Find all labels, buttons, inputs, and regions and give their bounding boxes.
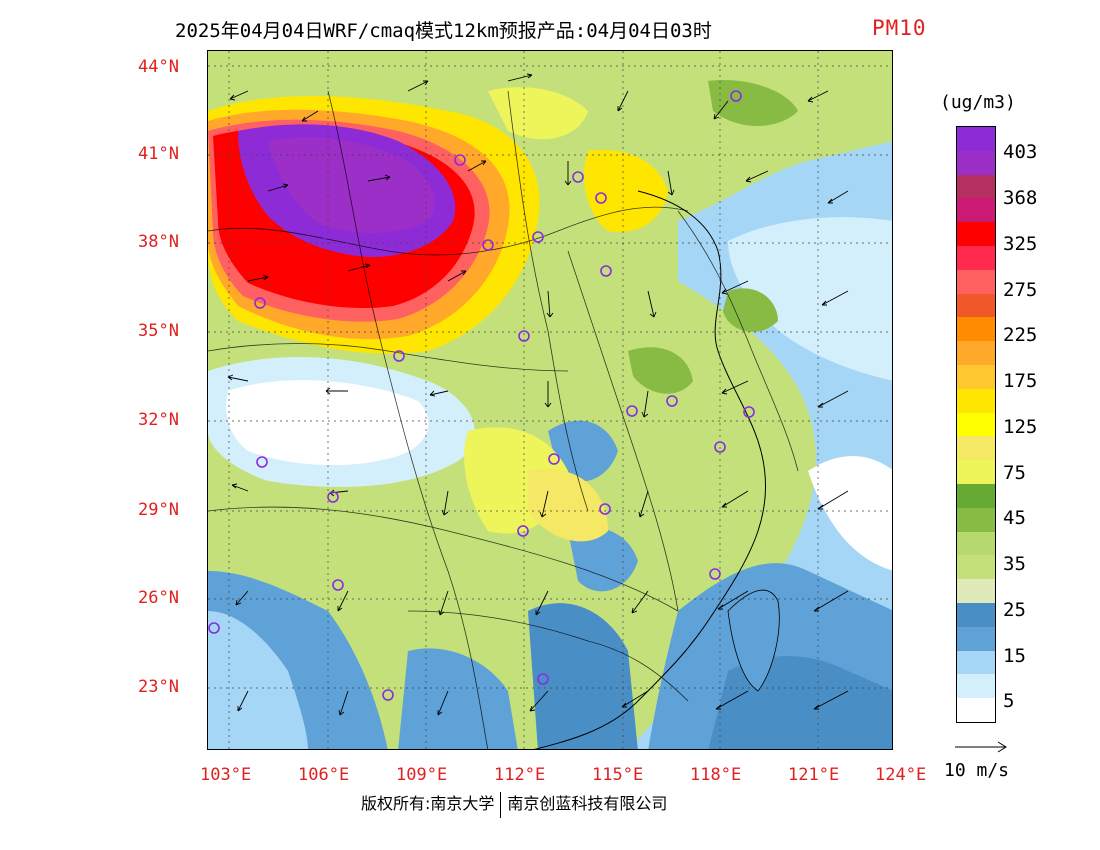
colorbar-segment bbox=[957, 245, 995, 270]
colorbar-unit: (ug/m3) bbox=[940, 92, 1016, 113]
colorbar-segment bbox=[957, 269, 995, 294]
colorbar-segment bbox=[957, 127, 995, 151]
colorbar-segment bbox=[957, 317, 995, 342]
copyright-company: 南京创蓝科技有限公司 bbox=[507, 794, 668, 813]
colorbar-segment bbox=[957, 364, 995, 389]
title-bar: 2025年04月04日WRF/cmaq模式12km预报产品:04月04日03时 … bbox=[0, 8, 1100, 42]
copyright-owner: 版权所有:南京大学 bbox=[361, 794, 495, 813]
colorbar-segment bbox=[957, 555, 995, 580]
lat-label: 26°N bbox=[138, 588, 179, 608]
lat-label: 38°N bbox=[138, 232, 179, 252]
colorbar-label: 403 bbox=[1003, 141, 1038, 163]
colorbar-segment bbox=[957, 293, 995, 318]
colorbar-segment bbox=[957, 626, 995, 651]
lon-label: 124°E bbox=[875, 765, 927, 785]
concentration-field bbox=[208, 51, 892, 749]
lon-label: 106°E bbox=[298, 765, 350, 785]
lat-label: 41°N bbox=[138, 144, 179, 164]
colorbar-label: 15 bbox=[1003, 645, 1026, 667]
colorbar-label: 25 bbox=[1003, 599, 1026, 621]
colorbar bbox=[956, 126, 996, 723]
colorbar-segment bbox=[957, 436, 995, 461]
footer-divider bbox=[500, 791, 502, 818]
lon-label: 121°E bbox=[788, 765, 840, 785]
colorbar-segment bbox=[957, 698, 995, 722]
colorbar-segment bbox=[957, 531, 995, 556]
colorbar-label: 35 bbox=[1003, 553, 1026, 575]
pm10-map bbox=[207, 50, 893, 750]
colorbar-label: 45 bbox=[1003, 507, 1026, 529]
colorbar-segment bbox=[957, 483, 995, 508]
colorbar-label: 75 bbox=[1003, 462, 1026, 484]
colorbar-segment bbox=[957, 579, 995, 603]
colorbar-segment bbox=[957, 174, 995, 199]
colorbar-segment bbox=[957, 222, 995, 246]
lon-label: 115°E bbox=[592, 765, 644, 785]
colorbar-segment bbox=[957, 341, 995, 365]
colorbar-label: 275 bbox=[1003, 279, 1038, 301]
colorbar-segment bbox=[957, 388, 995, 413]
colorbar-label: 175 bbox=[1003, 370, 1038, 392]
colorbar-segment bbox=[957, 150, 995, 175]
lat-label: 29°N bbox=[138, 500, 179, 520]
colorbar-segment bbox=[957, 602, 995, 627]
colorbar-label: 5 bbox=[1003, 690, 1015, 712]
lon-label: 118°E bbox=[690, 765, 742, 785]
colorbar-label: 125 bbox=[1003, 416, 1038, 438]
colorbar-segment bbox=[957, 507, 995, 532]
lat-label: 35°N bbox=[138, 321, 179, 341]
lon-label: 112°E bbox=[494, 765, 546, 785]
colorbar-segment bbox=[957, 412, 995, 437]
wind-reference-label: 10 m/s bbox=[944, 760, 1010, 781]
colorbar-segment bbox=[957, 460, 995, 484]
lat-label: 32°N bbox=[138, 410, 179, 430]
lon-label: 103°E bbox=[200, 765, 252, 785]
colorbar-label: 225 bbox=[1003, 324, 1038, 346]
copyright-footer: 版权所有:南京大学 南京创蓝科技有限公司 bbox=[361, 790, 667, 818]
wind-reference-arrow bbox=[955, 741, 1007, 753]
colorbar-segment bbox=[957, 198, 995, 223]
lon-label: 109°E bbox=[396, 765, 448, 785]
colorbar-segment bbox=[957, 650, 995, 675]
pollutant-label: PM10 bbox=[872, 16, 927, 40]
colorbar-label: 325 bbox=[1003, 233, 1038, 255]
lat-label: 23°N bbox=[138, 677, 179, 697]
lat-label: 44°N bbox=[138, 57, 179, 77]
colorbar-label: 368 bbox=[1003, 187, 1038, 209]
colorbar-segment bbox=[957, 674, 995, 699]
map-title: 2025年04月04日WRF/cmaq模式12km预报产品:04月04日03时 bbox=[175, 20, 712, 42]
